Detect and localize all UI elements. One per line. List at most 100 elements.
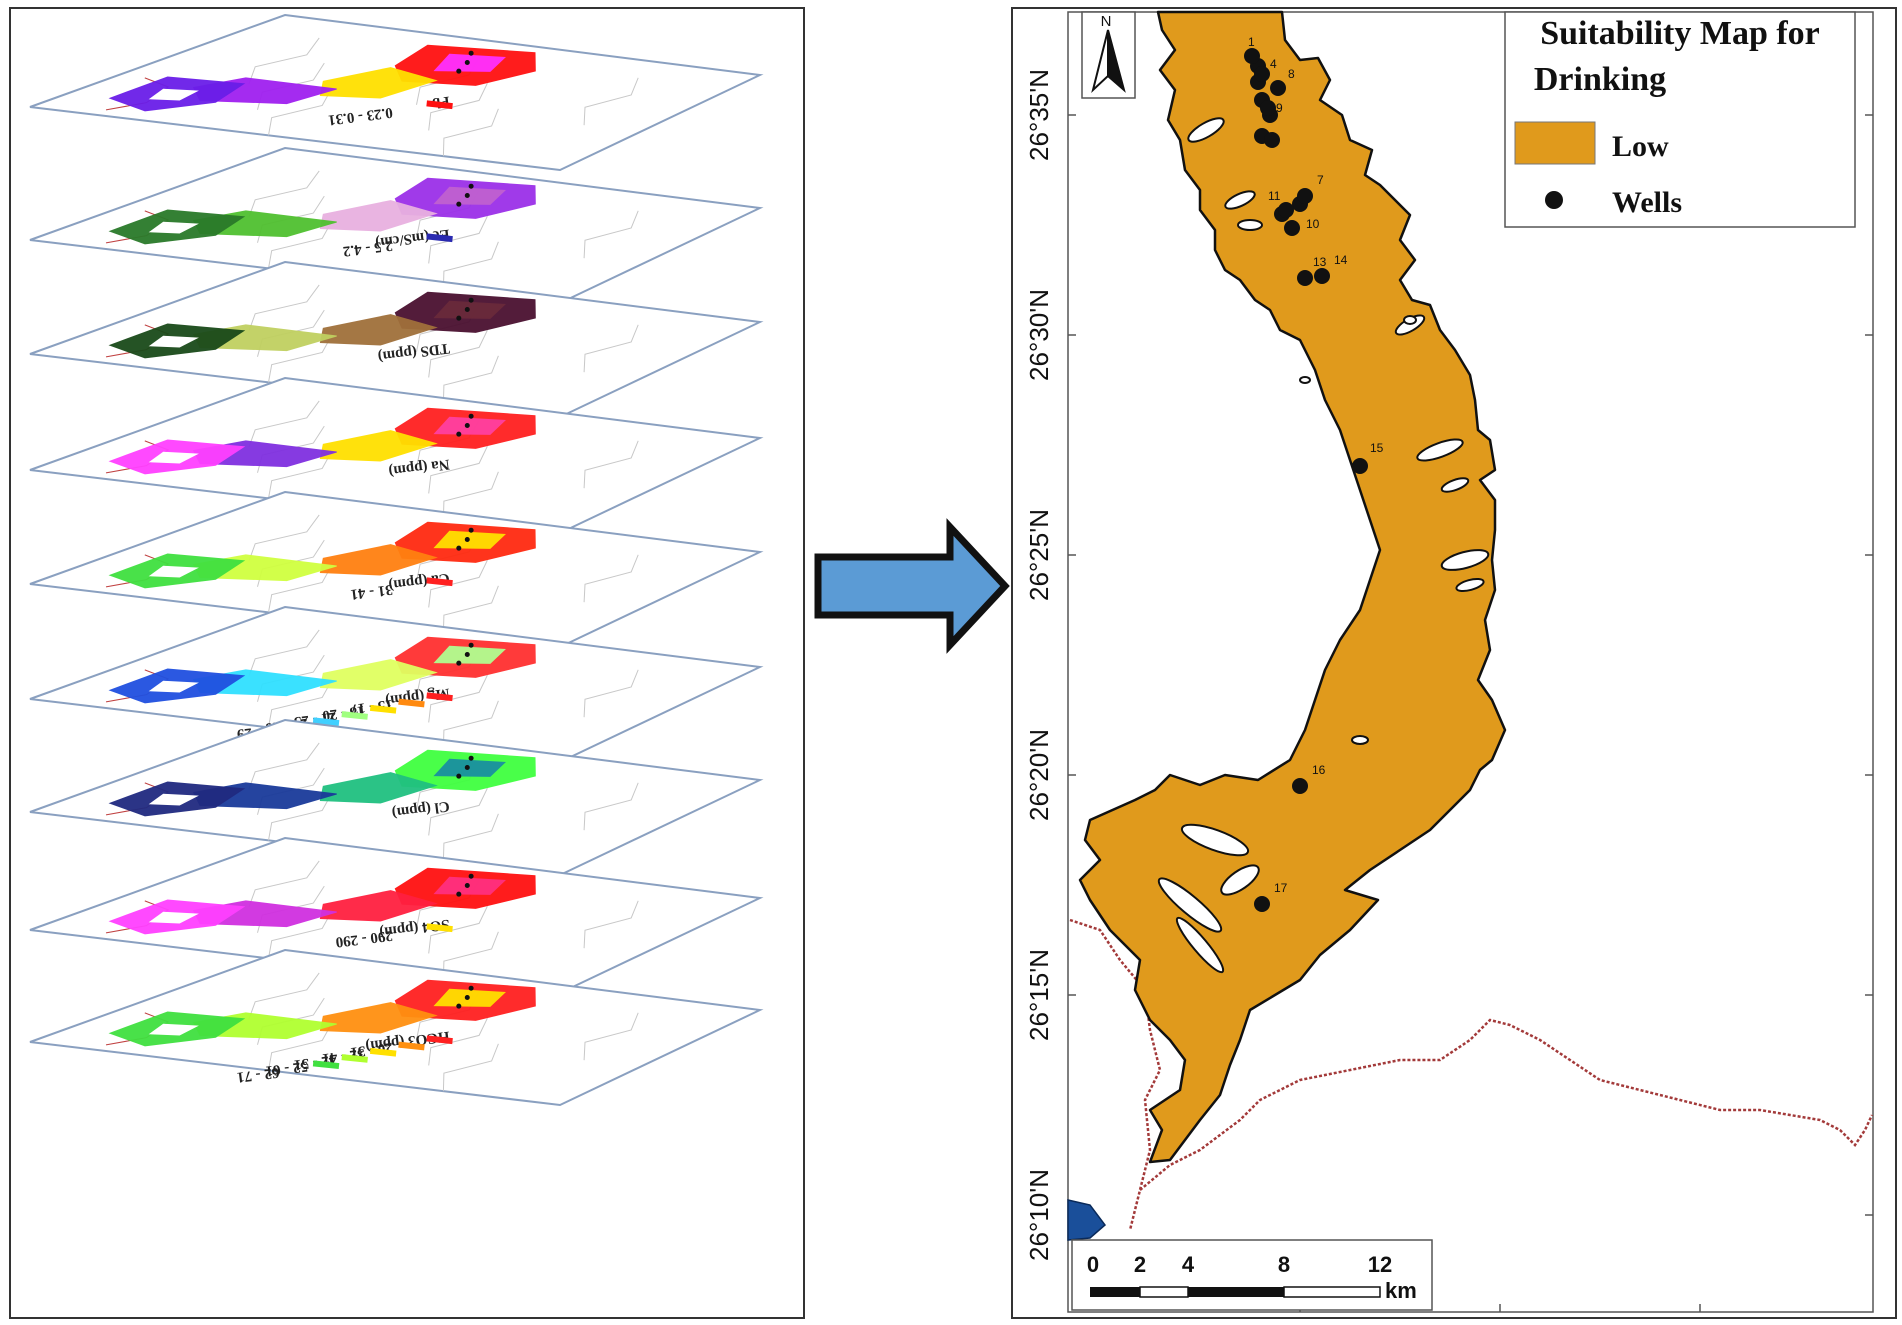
layer-well-point — [464, 651, 470, 657]
contour-line — [583, 669, 639, 718]
scale-tick-label: 12 — [1368, 1252, 1392, 1277]
layer-legend-swatch — [369, 704, 397, 714]
zone-fill-2 — [319, 314, 438, 346]
legend-low-swatch — [1514, 121, 1596, 165]
well-point — [1292, 778, 1308, 794]
well-label: 13 — [1313, 255, 1327, 269]
latitude-label: 26°10'N — [1024, 1169, 1054, 1261]
contour-line — [268, 793, 333, 841]
polygon-holes — [1157, 117, 1490, 974]
layer-well-point — [464, 422, 470, 428]
layer-well-point — [456, 431, 462, 437]
layer-legend-label: 290 - 290 — [335, 927, 394, 950]
legend-title-line2: Drinking — [1534, 61, 1666, 98]
layer-legend-swatch — [426, 100, 453, 110]
layer-well-point — [456, 545, 462, 551]
well-label: 14 — [1334, 253, 1348, 267]
map-legend: Suitability Map for Drinking Low Wells — [1504, 11, 1856, 228]
well-label: 11 — [1268, 189, 1281, 203]
layer-legend-label: 31 - 41 — [350, 581, 394, 602]
contour-line — [268, 335, 333, 383]
contour-line — [428, 674, 488, 723]
layer-well-point — [456, 660, 462, 666]
layer-well-point — [468, 413, 474, 419]
layer-well-point — [464, 536, 470, 542]
well-point — [1244, 48, 1260, 64]
contour-line — [248, 860, 320, 908]
island — [148, 451, 199, 464]
layer-well-point — [456, 773, 462, 779]
well-label: 17 — [1274, 881, 1288, 895]
contour-line — [442, 241, 499, 290]
contour-line — [442, 1043, 499, 1092]
layer-ca: Ca (ppm)31 - 41 — [29, 490, 764, 649]
layer-well-point — [464, 994, 470, 1000]
layer-well-point — [456, 201, 462, 207]
well-label: 8 — [1288, 67, 1295, 81]
contour-line — [583, 900, 639, 949]
contour-line — [428, 787, 488, 836]
island — [148, 88, 199, 101]
layer-well-point — [464, 192, 470, 198]
layer-legend-swatch — [398, 1041, 425, 1051]
well-point — [1278, 202, 1294, 218]
layer-legend-swatch — [426, 233, 453, 243]
contour-line — [248, 284, 320, 332]
contour-line — [583, 324, 639, 373]
layer-pb: Pb0.23 - 0.31 — [29, 13, 764, 172]
right-arrow-icon — [814, 518, 1010, 654]
island — [148, 221, 199, 234]
contour-line — [583, 1012, 639, 1061]
layer-well-point — [456, 68, 462, 74]
zone-fill-2 — [319, 890, 438, 922]
contour-line — [428, 905, 488, 954]
contour-line — [248, 629, 320, 677]
well-point — [1264, 132, 1280, 148]
island — [148, 565, 199, 578]
well-label: 7 — [1317, 173, 1324, 187]
layer-well-point — [456, 315, 462, 321]
contour-line — [428, 445, 488, 494]
island — [148, 680, 199, 693]
boundary-line-south — [1139, 1018, 1874, 1191]
latitude-label: 26°30'N — [1024, 289, 1054, 381]
contour-line — [428, 1017, 488, 1066]
well-point — [1254, 896, 1270, 912]
legend-title-line1: Suitability Map for — [1540, 15, 1820, 52]
contour-line — [268, 680, 333, 728]
boundary-line-west — [1069, 918, 1162, 1231]
layer-well-point — [468, 183, 474, 189]
well-point — [1270, 80, 1286, 96]
island — [148, 793, 199, 806]
layer-title: Ca (ppm) — [388, 570, 451, 593]
layer-title: Na (ppm) — [388, 456, 451, 479]
contour-line — [248, 972, 320, 1020]
contour-line — [583, 440, 639, 489]
layer-well-point — [468, 873, 474, 879]
zone-fill-2 — [319, 544, 438, 576]
layer-legend-swatch — [369, 1047, 397, 1057]
latitude-labels: 26°35'N 26°30'N 26°25'N 26°20'N 26°15'N 26°10… — [1024, 69, 1054, 1261]
well-label: 9 — [1276, 101, 1283, 115]
contour-line — [248, 400, 320, 448]
layer-well-point — [456, 891, 462, 897]
contour-line — [428, 559, 488, 608]
well-point — [1314, 268, 1330, 284]
zone-fill-2 — [319, 659, 438, 691]
layer-well-point — [464, 764, 470, 770]
well-label: 15 — [1370, 441, 1384, 455]
contour-line — [268, 911, 333, 959]
layer-legend-label: 2.5 - 4.2 — [342, 237, 394, 259]
layer-well-point — [464, 59, 470, 65]
legend-wells-label: Wells — [1612, 186, 1682, 219]
latitude-label: 26°25'N — [1024, 509, 1054, 601]
layer-na: Na (ppm) — [29, 376, 764, 535]
contour-line — [442, 813, 499, 862]
well-label: 10 — [1306, 217, 1320, 231]
contour-line — [248, 170, 320, 218]
well-point — [1297, 188, 1313, 204]
contour-line — [442, 585, 499, 634]
layer-cl: Cl (ppm) — [29, 718, 764, 877]
